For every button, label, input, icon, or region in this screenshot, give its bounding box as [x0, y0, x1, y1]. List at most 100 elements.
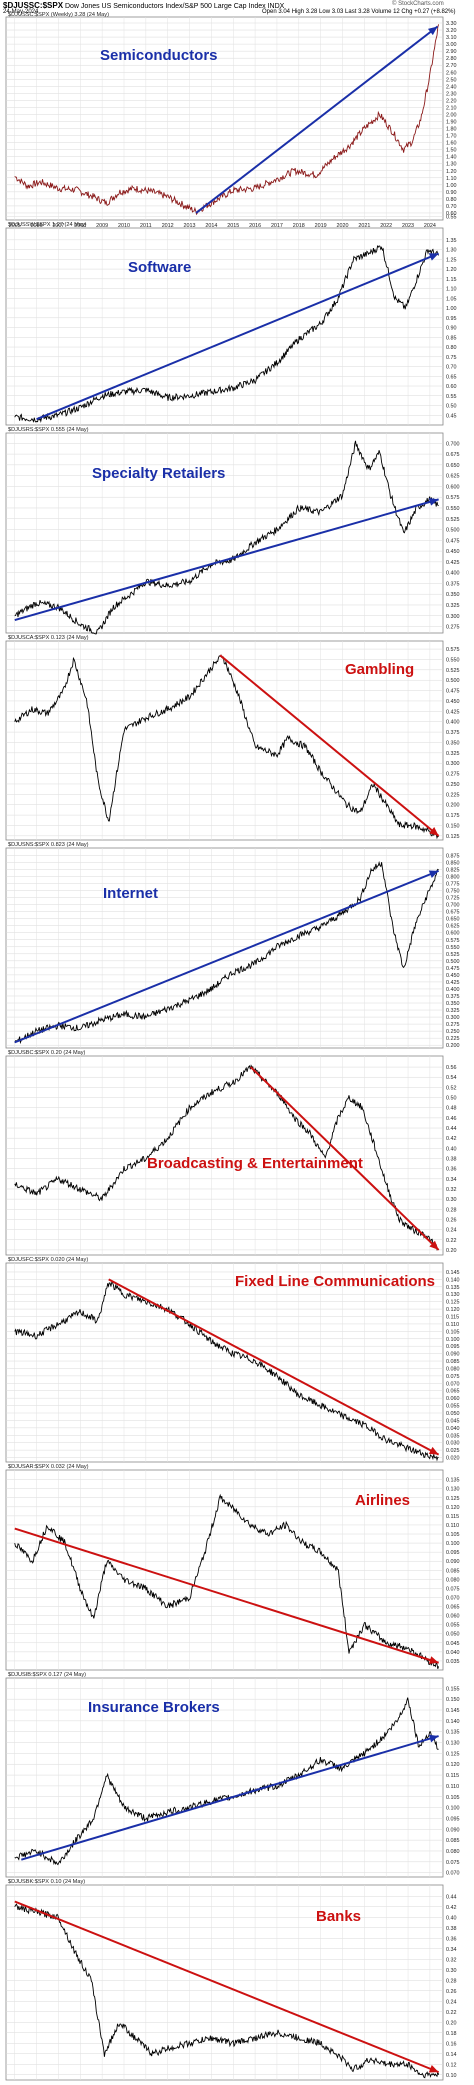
y-tick-label: 0.10 — [446, 2073, 457, 2079]
panel-frame — [5, 1677, 444, 1878]
y-tick-label: 2.50 — [446, 77, 457, 83]
x-tick-label: 2007 — [52, 223, 64, 229]
series-line — [14, 245, 439, 423]
y-tick-label: 1.00 — [446, 306, 457, 312]
y-tick-label: 0.045 — [446, 1641, 460, 1647]
y-tick-label: 0.045 — [446, 1418, 460, 1424]
y-tick-label: 1.00 — [446, 183, 457, 189]
panel-label: $DJUSNS:$SPX 0.823 (24 May) — [8, 842, 89, 848]
y-tick-label: 0.145 — [446, 1708, 460, 1714]
series-line — [14, 654, 439, 840]
y-tick-label: 1.30 — [446, 162, 457, 168]
y-tick-label: 2.20 — [446, 98, 457, 104]
y-tick-label: 1.20 — [446, 169, 457, 175]
y-tick-label: 0.475 — [446, 689, 460, 695]
trend-line — [14, 498, 439, 622]
y-tick-label: 0.400 — [446, 720, 460, 726]
y-tick-label: 0.44 — [446, 1894, 457, 1900]
y-tick-label: 0.105 — [446, 1795, 460, 1801]
y-tick-label: 1.20 — [446, 267, 457, 273]
x-tick-label: 2018 — [293, 223, 305, 229]
sector-title: Airlines — [355, 1492, 410, 1509]
sector-title: Banks — [316, 1908, 361, 1925]
y-tick-label: 0.600 — [446, 484, 460, 490]
y-tick-label: 0.325 — [446, 1008, 460, 1014]
y-tick-label: 0.30 — [446, 1968, 457, 1974]
y-tick-label: 1.05 — [446, 296, 457, 302]
y-tick-label: 2.00 — [446, 112, 457, 118]
y-tick-label: 0.150 — [446, 823, 460, 829]
y-tick-label: 0.550 — [446, 657, 460, 663]
x-tick-label: 2020 — [336, 223, 348, 229]
y-tick-label: 2.40 — [446, 84, 457, 90]
trend-line — [14, 869, 440, 1044]
x-tick-label: 2024 — [424, 223, 436, 229]
y-tick-label: 0.80 — [446, 197, 457, 203]
y-tick-label: 0.825 — [446, 867, 460, 873]
y-tick-label: 0.375 — [446, 581, 460, 587]
y-tick-label: 0.175 — [446, 813, 460, 819]
y-tick-label: 2.60 — [446, 70, 457, 76]
y-tick-label: 0.200 — [446, 1043, 460, 1049]
y-tick-label: 0.575 — [446, 647, 460, 653]
y-tick-label: 0.090 — [446, 1352, 460, 1358]
y-tick-label: 0.14 — [446, 2052, 457, 2058]
y-tick-label: 0.115 — [446, 1514, 459, 1520]
panel-label: $DJUSBC:$SPX 0.20 (24 May) — [8, 1050, 86, 1056]
y-tick-label: 0.625 — [446, 474, 460, 480]
y-tick-label: 0.450 — [446, 699, 460, 705]
y-tick-label: 0.40 — [446, 1915, 457, 1921]
y-tick-label: 1.50 — [446, 148, 457, 154]
y-tick-label: 0.300 — [446, 761, 460, 767]
chart-date: 24-May-2024 — [3, 9, 39, 15]
y-tick-label: 0.400 — [446, 571, 460, 577]
y-tick-label: 0.115 — [446, 1773, 459, 1779]
y-tick-label: 0.32 — [446, 1187, 457, 1193]
trend-line — [195, 25, 439, 214]
y-tick-label: 2.10 — [446, 105, 457, 111]
y-tick-label: 0.080 — [446, 1849, 460, 1855]
y-tick-label: 0.675 — [446, 910, 460, 916]
series-line — [14, 860, 439, 1045]
y-tick-label: 0.075 — [446, 1860, 460, 1866]
y-tick-label: 0.500 — [446, 528, 460, 534]
y-tick-label: 2.80 — [446, 56, 457, 62]
chart-panel-banks: 0.44 0.42 0.40 0.38 0.36 0.34 0.32 0.30 0.28 0.26… — [5, 1879, 457, 2081]
y-tick-label: 0.725 — [446, 896, 460, 902]
y-tick-label: 0.34 — [446, 1947, 457, 1953]
y-tick-label: 0.300 — [446, 1015, 460, 1021]
y-tick-label: 2.90 — [446, 49, 457, 55]
y-tick-label: 0.90 — [446, 326, 457, 332]
y-tick-label: 0.475 — [446, 966, 460, 972]
y-tick-label: 0.34 — [446, 1177, 457, 1183]
y-tick-label: 0.120 — [446, 1307, 460, 1313]
y-tick-label: 0.070 — [446, 1595, 460, 1601]
x-tick-label: 2022 — [380, 223, 392, 229]
sector-title: Broadcasting & Entertainment — [147, 1155, 363, 1172]
y-tick-label: 0.275 — [446, 625, 460, 631]
trend-line — [36, 252, 440, 421]
y-tick-label: 0.24 — [446, 1999, 457, 2005]
y-tick-label: 0.130 — [446, 1741, 460, 1747]
series-line — [14, 440, 439, 635]
y-tick-label: 0.650 — [446, 917, 460, 923]
series-line — [14, 1697, 439, 1866]
y-tick-label: 1.70 — [446, 134, 457, 140]
y-tick-label: 0.90 — [446, 190, 457, 196]
y-tick-label: 2.70 — [446, 63, 457, 69]
panel-label: $DJUSAR:$SPX 0.032 (24 May) — [8, 1464, 89, 1470]
panel-label: $DJUSSC:$SPX (Weekly) 3.28 (24 May) — [8, 12, 109, 18]
y-tick-label: 0.120 — [446, 1762, 460, 1768]
y-tick-label: 0.850 — [446, 860, 460, 866]
y-tick-label: 0.45 — [446, 413, 457, 419]
y-tick-label: 0.085 — [446, 1838, 460, 1844]
panel-frame — [5, 1262, 444, 1463]
y-tick-label: 0.125 — [446, 1751, 460, 1757]
x-tick-label: 2021 — [358, 223, 370, 229]
y-tick-label: 0.50 — [446, 404, 457, 410]
y-tick-label: 0.040 — [446, 1426, 460, 1432]
y-tick-label: 0.275 — [446, 772, 460, 778]
series-line — [14, 1064, 439, 1251]
y-tick-label: 0.145 — [446, 1270, 460, 1276]
y-tick-label: 0.800 — [446, 874, 460, 880]
